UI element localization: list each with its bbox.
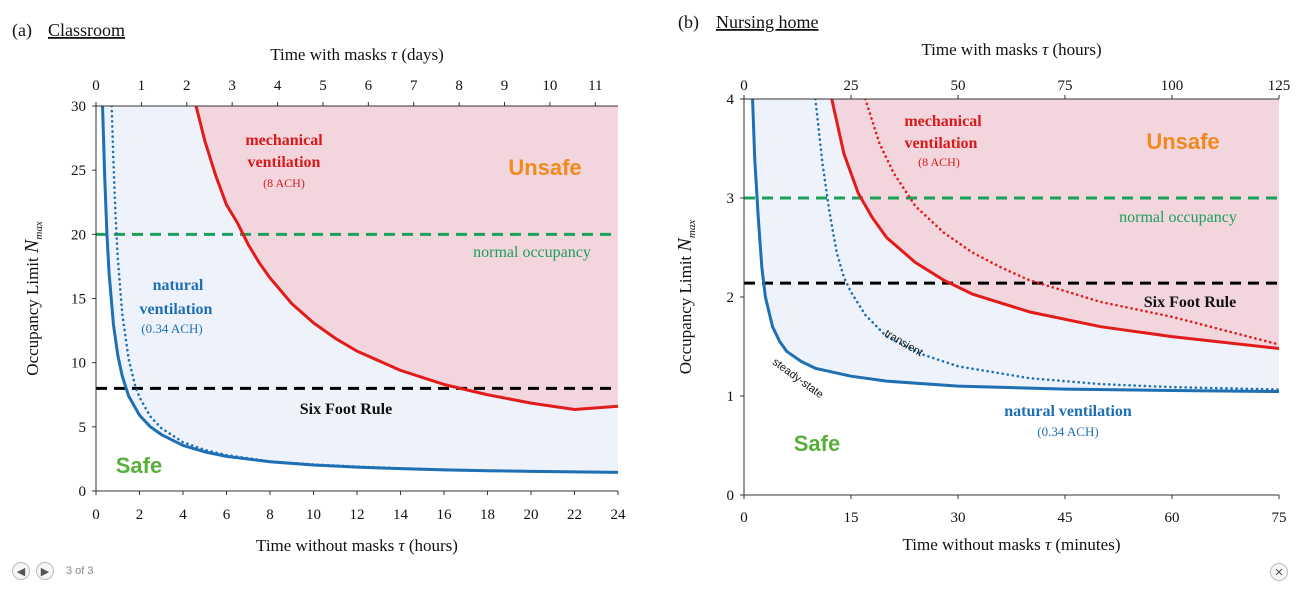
x-top-tick-label: 11	[588, 78, 602, 94]
y-tick-label: 2	[727, 290, 735, 306]
x-top-tick-label: 3	[228, 78, 236, 94]
x-top-tick-label: 10	[542, 78, 557, 94]
natural-ach-label: (0.34 ACH)	[1037, 424, 1098, 439]
y-tick-label: 10	[71, 356, 86, 372]
natural-label: natural ventilation	[1004, 403, 1132, 420]
natural-ach-label: (0.34 ACH)	[141, 321, 202, 336]
unsafe-label: Unsafe	[508, 155, 581, 180]
x-tick-label: 12	[350, 507, 365, 523]
natural-ventilation-curve-transient	[814, 99, 1279, 391]
natural-ventilation-curve	[751, 99, 1279, 394]
mechanical-label: ventilation	[248, 154, 321, 171]
x-tick-label: 24	[611, 507, 627, 523]
six-foot-rule-label: Six Foot Rule	[1144, 294, 1236, 311]
x-top-tick-label: 1	[138, 78, 146, 94]
safe-label: Safe	[794, 431, 840, 456]
x-top-tick-label: 2	[183, 78, 191, 94]
mechanical-label: mechanical	[245, 132, 323, 149]
x-top-tick-label: 125	[1268, 78, 1291, 94]
natural-ventilation-curve	[101, 106, 618, 474]
mechanical-ach-label: (8 ACH)	[918, 155, 960, 169]
unsafe-label: Unsafe	[1146, 129, 1219, 154]
x-tick-label: 0	[740, 510, 748, 526]
previous-icon[interactable]: ◀	[12, 562, 30, 580]
x-tick-label: 10	[306, 507, 321, 523]
x-top-tick-label: 9	[501, 78, 509, 94]
x-tick-label: 60	[1165, 510, 1180, 526]
x-top-tick-label: 6	[365, 78, 373, 94]
x-tick-label: 6	[223, 507, 231, 523]
safe-label: Safe	[116, 453, 162, 478]
y-tick-label: 25	[71, 163, 86, 179]
x-tick-label: 30	[951, 510, 966, 526]
unsafe-region	[196, 106, 618, 410]
x-axis-title-bottom: Time without masks τ (hours)	[256, 536, 458, 555]
x-tick-label: 2	[136, 507, 144, 523]
x-axis-title-top: Time with masks τ (days)	[270, 45, 444, 64]
mechanical-ventilation-curve	[830, 99, 1279, 350]
x-tick-label: 0	[92, 507, 100, 523]
x-top-tick-label: 75	[1058, 78, 1073, 94]
x-top-tick-label: 100	[1161, 78, 1184, 94]
y-tick-label: 1	[727, 389, 735, 405]
x-tick-label: 16	[437, 507, 453, 523]
viewer-controls: ◀ ▶ 3 of 3	[12, 562, 94, 580]
y-tick-label: 15	[71, 292, 86, 308]
mechanical-label: ventilation	[905, 135, 978, 152]
x-tick-label: 22	[567, 507, 582, 523]
x-tick-label: 4	[179, 507, 187, 523]
natural-label: natural	[153, 277, 204, 294]
mechanical-ach-label: (8 ACH)	[263, 176, 305, 190]
x-top-tick-label: 0	[92, 78, 100, 94]
y-tick-label: 5	[79, 420, 87, 436]
x-top-tick-label: 0	[740, 78, 748, 94]
panel-label: (a)	[12, 20, 32, 41]
x-top-tick-label: 5	[319, 78, 327, 94]
x-tick-label: 8	[266, 507, 274, 523]
x-top-tick-label: 4	[274, 78, 282, 94]
x-tick-label: 15	[844, 510, 859, 526]
mechanical-ventilation-curve-transient	[863, 99, 1279, 346]
mechanical-label: mechanical	[904, 113, 982, 130]
mechanical-ventilation-curve	[194, 106, 618, 412]
x-axis-title-bottom: Time without masks τ (minutes)	[903, 535, 1121, 554]
plot-area	[96, 106, 618, 474]
natural-label: ventilation	[140, 301, 213, 318]
x-tick-label: 75	[1272, 510, 1287, 526]
x-tick-label: 45	[1058, 510, 1073, 526]
y-tick-label: 20	[71, 227, 86, 243]
x-top-tick-label: 7	[410, 78, 418, 94]
normal-occupancy-label: normal occupancy	[473, 244, 591, 261]
normal-occupancy-label: normal occupancy	[1119, 209, 1237, 226]
x-tick-label: 18	[480, 507, 495, 523]
panel-label: (b)	[678, 12, 699, 33]
x-top-tick-label: 25	[844, 78, 859, 94]
x-top-tick-label: 8	[455, 78, 463, 94]
plot-area	[744, 99, 1279, 394]
unsafe-region	[831, 99, 1279, 349]
y-tick-label: 0	[79, 484, 87, 500]
y-tick-label: 30	[71, 99, 86, 115]
y-tick-label: 3	[727, 191, 735, 207]
x-top-tick-label: 50	[951, 78, 966, 94]
close-icon[interactable]: ✕	[1270, 563, 1288, 581]
y-tick-label: 0	[727, 488, 735, 504]
x-tick-label: 14	[393, 507, 409, 523]
x-axis-title-top: Time with masks τ (hours)	[921, 40, 1101, 59]
panel-title: Nursing home	[716, 12, 819, 32]
y-axis-title: Occupancy Limit Nmax	[21, 221, 45, 376]
panel-title: Classroom	[48, 20, 125, 40]
y-axis-title: Occupancy Limit Nmax	[674, 220, 698, 375]
next-icon[interactable]: ▶	[36, 562, 54, 580]
y-tick-label: 4	[727, 92, 735, 108]
slide-counter: 3 of 3	[66, 565, 94, 577]
six-foot-rule-label: Six Foot Rule	[300, 401, 392, 418]
x-tick-label: 20	[524, 507, 539, 523]
natural-ventilation-curve-transient	[110, 106, 618, 474]
